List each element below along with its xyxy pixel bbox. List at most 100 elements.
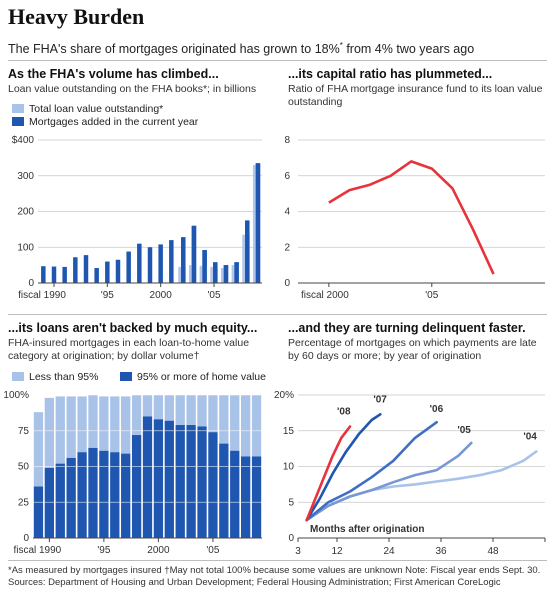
bar-mortgages-added — [83, 255, 89, 283]
legend-label: Total loan value outstanding* — [29, 103, 164, 115]
series-label: '05 — [457, 425, 471, 436]
bar-less-than-95 — [153, 395, 164, 420]
bar-95-or-more — [153, 419, 164, 538]
bar-95-or-more — [219, 443, 229, 538]
legend-swatch-light — [12, 372, 24, 381]
y-tick-label: 5 — [288, 497, 294, 508]
x-tick-label: '05 — [425, 290, 438, 301]
subtitle-text: The FHA's share of mortgages originated … — [8, 42, 340, 57]
legend-label: Mortgages added in the current year — [29, 116, 199, 128]
bar-95-or-more — [131, 435, 142, 538]
y-tick-label: 8 — [284, 135, 290, 146]
panel3-desc: FHA-insured mortgages in each loan-to-ho… — [8, 337, 250, 362]
bar-less-than-95 — [121, 396, 131, 454]
delinquency-line — [305, 412, 382, 522]
top-divider — [8, 60, 547, 61]
bar-mortgages-added — [245, 220, 250, 283]
x-tick-label: 12 — [331, 546, 343, 557]
series-label: '04 — [523, 431, 537, 442]
bar-mortgages-added — [147, 247, 153, 283]
bar-less-than-95 — [55, 396, 65, 464]
y-tick-label: 50 — [18, 462, 30, 473]
bar-mortgages-added — [62, 266, 67, 283]
bar-mortgages-added — [51, 266, 57, 283]
y-tick-label: 300 — [17, 171, 34, 182]
panel1-legend-total: Total loan value outstanding* — [12, 103, 163, 115]
subtitle-tail: from 4% two years ago — [342, 42, 475, 57]
bar-less-than-95 — [164, 395, 174, 421]
panel1-legend-added: Mortgages added in the current year — [12, 116, 198, 128]
y-tick-label: 100 — [17, 242, 34, 253]
bar-95-or-more — [88, 447, 98, 538]
x-tick-label: '05 — [207, 290, 220, 301]
bar-mortgages-added — [169, 240, 174, 283]
series-label: '07 — [373, 394, 387, 405]
bar-mortgages-added — [126, 251, 131, 283]
bar-95-or-more — [142, 416, 153, 538]
panel3-legend-less95: Less than 95% — [12, 371, 98, 383]
y-tick-label: 0 — [288, 533, 294, 544]
capital-ratio-line — [328, 160, 495, 275]
series-label: '08 — [337, 406, 351, 417]
x-tick-label: 24 — [383, 546, 395, 557]
x-tick-label: 2000 — [147, 545, 170, 556]
legend-swatch-light — [12, 104, 24, 113]
x-tick-label: fiscal 1990 — [18, 290, 66, 301]
y-tick-label: 75 — [18, 426, 30, 437]
bar-95-or-more — [77, 452, 87, 538]
panel2-desc: Ratio of FHA mortgage insurance fund to … — [288, 83, 543, 108]
bar-less-than-95 — [99, 396, 109, 451]
delinquency-line — [305, 425, 352, 522]
bar-mortgages-added — [191, 225, 197, 283]
footnotes: *As measured by mortgages insured †May n… — [8, 565, 553, 589]
bar-mortgages-added — [105, 261, 110, 283]
series-label: '06 — [430, 404, 444, 415]
delinquency-line — [305, 420, 439, 522]
bar-95-or-more — [55, 463, 65, 538]
bar-95-or-more — [66, 457, 76, 538]
bar-95-or-more — [33, 486, 44, 538]
bar-mortgages-added — [115, 259, 121, 283]
bar-95-or-more — [186, 425, 196, 538]
bar-mortgages-added — [137, 243, 142, 283]
delinquency-line — [305, 441, 473, 522]
y-tick-label: 25 — [18, 497, 30, 508]
bar-less-than-95 — [240, 395, 251, 457]
panel1-desc: Loan value outstanding on the FHA books*… — [8, 83, 257, 95]
y-tick-label: 20% — [274, 390, 294, 401]
bar-95-or-more — [230, 450, 240, 538]
footnote-sources: Sources: Department of Housing and Urban… — [8, 577, 501, 588]
bar-95-or-more — [208, 432, 218, 538]
bar-less-than-95 — [88, 395, 98, 448]
bar-95-or-more — [251, 456, 262, 538]
legend-label: 95% or more of home value — [137, 371, 266, 383]
legend-swatch-dark — [120, 372, 132, 381]
bar-95-or-more — [175, 425, 185, 538]
bar-mortgages-added — [213, 262, 218, 283]
bar-95-or-more — [197, 426, 207, 538]
x-tick-label: 36 — [435, 546, 447, 557]
legend-label: Less than 95% — [29, 371, 99, 383]
bar-less-than-95 — [251, 395, 262, 457]
bar-less-than-95 — [77, 396, 87, 453]
y-tick-label: 4 — [284, 207, 290, 218]
bar-less-than-95 — [219, 395, 229, 444]
panel1-title: As the FHA's volume has climbed... — [8, 67, 219, 81]
y-tick-label: 0 — [28, 278, 34, 289]
y-tick-label: 15 — [283, 426, 295, 437]
bar-less-than-95 — [175, 395, 185, 426]
bar-95-or-more — [164, 420, 174, 538]
bar-95-or-more — [110, 452, 120, 538]
bar-mortgages-added — [73, 257, 78, 283]
panel3-title: ...its loans aren't backed by much equit… — [8, 321, 258, 335]
bar-mortgages-added — [255, 163, 261, 283]
bar-mortgages-added — [41, 266, 46, 283]
bar-less-than-95 — [230, 395, 240, 451]
bar-95-or-more — [240, 456, 251, 538]
bar-less-than-95 — [142, 395, 153, 417]
x-tick-label: fiscal 1990 — [13, 545, 61, 556]
panel2-title: ...its capital ratio has plummeted... — [288, 67, 493, 81]
footnote-line-1: *As measured by mortgages insured †May n… — [8, 565, 541, 576]
bar-less-than-95 — [110, 396, 120, 453]
